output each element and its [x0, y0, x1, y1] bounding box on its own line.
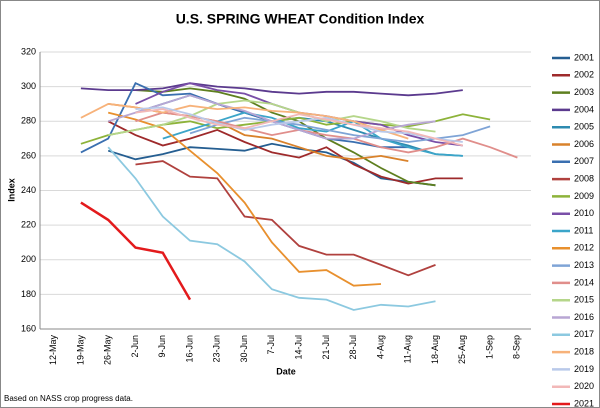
y-tick-label: 160 — [21, 323, 36, 333]
x-tick-label: 30-Jun — [239, 335, 249, 363]
x-tick-label: 21-Jul — [321, 335, 331, 360]
legend-label: 2009 — [574, 191, 594, 201]
series-line — [107, 111, 382, 287]
x-axis-label: Date — [276, 366, 296, 376]
legend-label: 2021 — [574, 398, 594, 408]
legend-label: 2014 — [574, 277, 594, 287]
x-tick-label: 7-Jul — [266, 335, 276, 355]
legend-label: 2016 — [574, 312, 594, 322]
x-tick-label: 9-Jun — [157, 335, 167, 358]
series-line — [135, 106, 463, 143]
y-tick-label: 200 — [21, 254, 36, 264]
x-tick-label: 8-Sep — [512, 335, 522, 359]
y-tick-label: 300 — [21, 81, 36, 91]
legend-label: 2004 — [574, 104, 594, 114]
series-line — [107, 146, 436, 311]
x-tick-label: 23-Jun — [212, 335, 222, 363]
legend-label: 2006 — [574, 139, 594, 149]
x-tick-label: 16-Jun — [184, 335, 194, 363]
legend-label: 2013 — [574, 260, 594, 270]
y-tick-label: 320 — [21, 46, 36, 56]
x-tick-label: 4-Aug — [375, 335, 385, 359]
series-line — [107, 120, 463, 185]
legend-label: 2019 — [574, 364, 594, 374]
legend-label: 2008 — [574, 173, 594, 183]
x-tick-label: 19-May — [75, 335, 85, 366]
series-line — [107, 142, 436, 187]
chart-title: U.S. SPRING WHEAT Condition Index — [176, 11, 425, 27]
series-line — [135, 108, 464, 147]
series-line — [80, 201, 192, 301]
x-tick-label: 11-Aug — [403, 335, 413, 363]
legend-label: 2003 — [574, 87, 594, 97]
series-line — [135, 160, 436, 277]
series-line — [108, 99, 436, 136]
x-tick-label: 25-Aug — [457, 335, 467, 364]
legend-label: 2011 — [574, 225, 593, 235]
x-tick-label: 18-Aug — [430, 335, 440, 364]
legend-label: 2010 — [574, 208, 594, 218]
x-tick-label: 26-May — [103, 335, 113, 366]
x-tick-label: 1-Sep — [484, 335, 494, 359]
legend-label: 2002 — [574, 70, 594, 80]
x-tick-label: 28-Jul — [348, 335, 358, 360]
legend-label: 2012 — [574, 243, 594, 253]
legend-label: 2007 — [574, 156, 594, 166]
y-tick-label: 280 — [21, 116, 36, 126]
y-tick-label: 180 — [21, 289, 36, 299]
y-tick-label: 240 — [21, 185, 36, 195]
legend-label: 2015 — [574, 295, 594, 305]
x-tick-label: 12-May — [48, 335, 58, 366]
series-line — [189, 116, 491, 143]
x-tick-label: 2-Jun — [130, 335, 140, 358]
series-line — [80, 102, 409, 140]
y-axis-label: Index — [6, 178, 16, 202]
x-tick-label: 14-Jul — [294, 335, 304, 360]
legend-label: 2005 — [574, 122, 594, 132]
legend-label: 2018 — [574, 346, 594, 356]
legend-label: 2020 — [574, 381, 594, 391]
series-line — [80, 82, 463, 97]
legend-label: 2017 — [574, 329, 594, 339]
legend-label: 2001 — [574, 52, 594, 62]
y-tick-label: 260 — [21, 150, 36, 160]
footnote: Based on NASS crop progress data. — [4, 394, 133, 403]
y-tick-label: 220 — [21, 220, 36, 230]
